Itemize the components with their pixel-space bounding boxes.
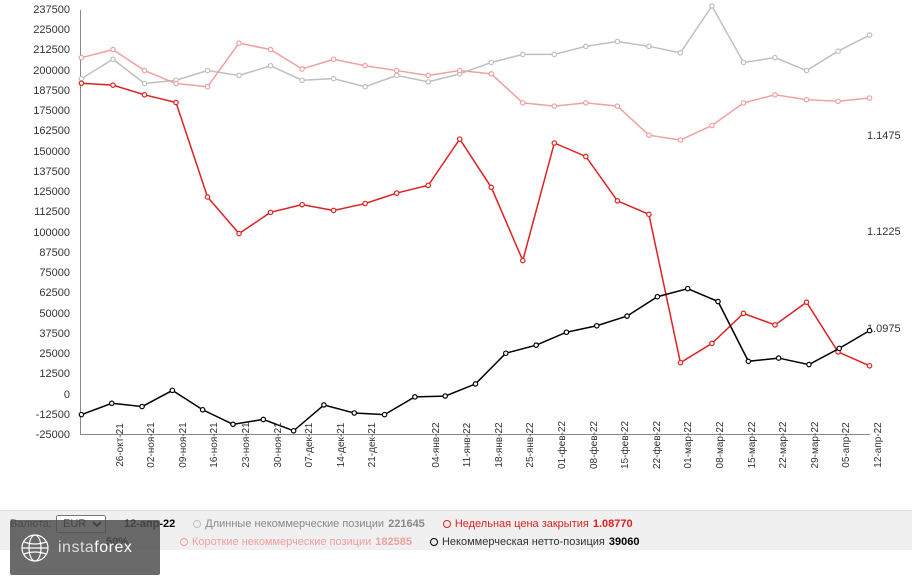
x-tick: 26-окт-21 (115, 423, 126, 467)
chart-lines-svg (81, 10, 870, 434)
marker-short (180, 538, 188, 546)
x-tick: 14-дек-21 (336, 423, 347, 468)
x-tick: 01-мар-22 (683, 422, 694, 469)
x-tick: 22-фев-22 (652, 421, 663, 469)
x-tick: 08-мар-22 (715, 422, 726, 469)
legend-long-label: Длинные некоммерческие позиции (205, 518, 384, 530)
y-axis-left: -25000-125000125002500037500500006250075… (0, 10, 75, 435)
y-tick-left: 100000 (33, 227, 70, 239)
y-tick-left: 162500 (33, 125, 70, 137)
x-tick: 16-ноя-21 (209, 422, 220, 467)
chart-container: -25000 -12500 0 12500 25000 37500 50000 62500 75… (0, 0, 912, 500)
watermark-globe-icon (20, 533, 50, 563)
x-tick: 29-мар-22 (810, 422, 821, 469)
watermark-text: instaforex (58, 539, 132, 557)
y-tick-left: 50000 (39, 308, 70, 320)
y-tick-left: 225000 (33, 24, 70, 36)
x-tick: 30-ноя-21 (273, 422, 284, 467)
x-tick: 22-мар-22 (778, 422, 789, 469)
y-tick-left: 187500 (33, 85, 70, 97)
marker-net (430, 538, 438, 546)
y-tick-left: 137500 (33, 166, 70, 178)
x-tick: 23-ноя-21 (241, 422, 252, 467)
y-tick-right: 1.1225 (867, 226, 901, 238)
y-tick-left: 237500 (33, 4, 70, 16)
x-tick: 21-дек-21 (367, 423, 378, 468)
legend-net-value: 39060 (609, 536, 640, 548)
x-tick: 25-янв-22 (525, 422, 536, 467)
y-tick-left: 12500 (39, 368, 70, 380)
x-tick: 15-фев-22 (620, 421, 631, 469)
y-tick-left: 200000 (33, 65, 70, 77)
y-tick-left: 112500 (34, 206, 70, 218)
y-tick-right: 1.1475 (867, 130, 901, 142)
x-tick: 12-апр-22 (873, 422, 884, 467)
marker-long (193, 520, 201, 528)
x-tick: 18-янв-22 (494, 422, 505, 467)
y-tick-left: 87500 (39, 247, 70, 259)
legend-net-label: Некоммерческая нетто-позиция (442, 536, 605, 548)
legend-price-label: Недельная цена закрытия (455, 518, 589, 530)
y-tick-left: 175000 (33, 105, 70, 117)
x-tick: 05-апр-22 (841, 422, 852, 467)
legend-short-label: Короткие некоммерческие позиции (192, 536, 371, 548)
y-tick-left: -12500 (36, 409, 70, 421)
x-tick: 02-ноя-21 (146, 422, 157, 467)
x-tick: 04-янв-22 (431, 422, 442, 467)
y-tick-left: 150000 (33, 146, 70, 158)
x-tick: 07-дек-21 (304, 423, 315, 468)
y-tick-left: -25000 (36, 429, 70, 441)
x-tick: 08-фев-22 (589, 421, 600, 469)
y-tick-left: 62500 (39, 287, 70, 299)
x-tick: 01-фев-22 (557, 421, 568, 469)
x-axis: 26-окт-2102-ноя-2109-ноя-2116-ноя-2123-н… (80, 440, 870, 495)
x-tick: 09-ноя-21 (178, 422, 189, 467)
x-tick: 15-мар-22 (747, 422, 758, 469)
y-tick-left: 25000 (39, 348, 70, 360)
y-tick-left: 75000 (39, 267, 70, 279)
watermark: instaforex (10, 520, 160, 575)
y-tick-left: 212500 (33, 44, 70, 56)
y-tick-left: 125000 (33, 186, 70, 198)
y-tick-right: 1.0975 (867, 323, 901, 335)
y-tick-left: 0 (64, 389, 70, 401)
legend-price-value: 1.08770 (593, 518, 633, 530)
y-tick-left: 37500 (39, 328, 70, 340)
x-tick: 11-янв-22 (462, 423, 473, 467)
plot-area (80, 10, 870, 435)
legend-short-value: 182585 (375, 536, 412, 548)
legend-long-value: 221645 (388, 518, 425, 530)
marker-price (443, 520, 451, 528)
y-axis-right: 1.0975 1.1225 1.1475 (867, 10, 907, 435)
